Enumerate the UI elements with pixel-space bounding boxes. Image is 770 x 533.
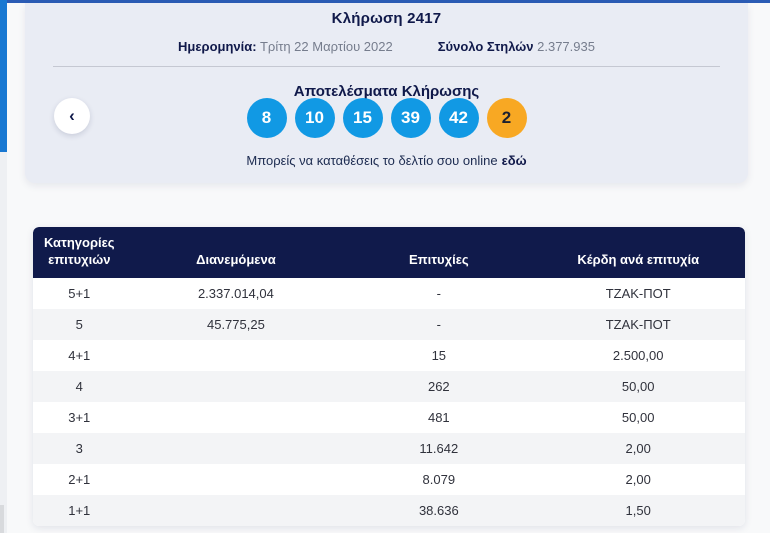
cell-distributed [125, 402, 347, 433]
left-scroll-indicator [0, 505, 4, 533]
cell-winners: 11.642 [346, 433, 532, 464]
header-distributed: Διανεμόμενα [125, 227, 347, 278]
header-prize: Κέρδη ανά επιτυχία [531, 227, 745, 278]
cell-winners: 481 [346, 402, 532, 433]
number-ball: 10 [294, 98, 335, 138]
cell-distributed [125, 433, 347, 464]
table-row: 5+1 2.337.014,04 - ΤΖΑΚ-ΠΟΤ [33, 278, 745, 309]
cell-prize: 50,00 [531, 402, 745, 433]
cell-prize: ΤΖΑΚ-ΠΟΤ [531, 278, 745, 309]
cell-winners: - [346, 278, 532, 309]
header-winners: Επιτυχίες [346, 227, 532, 278]
table-row: 2+1 8.079 2,00 [33, 464, 745, 495]
cell-winners: 38.636 [346, 495, 532, 526]
cell-distributed [125, 371, 347, 402]
draw-date-value: Τρίτη 22 Μαρτίου 2022 [259, 39, 393, 54]
total-columns-label: Σύνολο Στηλών [437, 39, 534, 54]
cell-distributed [125, 464, 347, 495]
cell-prize: 2,00 [531, 433, 745, 464]
cell-category: 5 [33, 309, 126, 340]
cell-category: 1+1 [33, 495, 126, 526]
total-columns-value: 2.377.935 [537, 39, 595, 54]
table-row: 1+1 38.636 1,50 [33, 495, 745, 526]
results-title: Αποτελέσματα Κλήρωσης [293, 83, 480, 100]
top-accent-line [0, 0, 770, 3]
cell-winners: 262 [346, 371, 532, 402]
draw-date-label: Ημερομηνία: [178, 39, 257, 54]
cell-prize: ΤΖΑΚ-ΠΟΤ [531, 309, 745, 340]
table-row: 5 45.775,25 - ΤΖΑΚ-ΠΟΤ [33, 309, 745, 340]
cell-category: 4+1 [33, 340, 126, 371]
previous-draw-button[interactable]: ‹ [54, 98, 90, 134]
number-ball: 15 [342, 98, 383, 138]
cell-category: 2+1 [33, 464, 126, 495]
cell-winners: - [346, 309, 532, 340]
draw-title: Κλήρωση 2417 [331, 10, 442, 27]
cell-distributed: 2.337.014,04 [125, 278, 347, 309]
deposit-message: Μπορείς να καταθέσεις το δελτίο σου onli… [25, 153, 748, 168]
draw-date: Ημερομηνία: Τρίτη 22 Μαρτίου 2022 [178, 39, 393, 54]
table-row: 4+1 15 2.500,00 [33, 340, 745, 371]
number-ball: 8 [246, 98, 287, 138]
winning-numbers: 8 10 15 39 42 2 [25, 98, 748, 138]
prize-table-header: Κατηγορίες επιτυχιών Διανεμόμενα Επιτυχί… [33, 227, 745, 278]
draw-summary-card: Κλήρωση 2417 Ημερομηνία: Τρίτη 22 Μαρτίο… [25, 3, 748, 183]
chevron-left-icon: ‹ [69, 106, 75, 125]
draw-meta: Ημερομηνία: Τρίτη 22 Μαρτίου 2022 Σύνολο… [25, 39, 748, 54]
cell-category: 3+1 [33, 402, 126, 433]
left-accent-strip [0, 0, 7, 152]
bonus-number-ball: 2 [486, 98, 527, 138]
deposit-text: Μπορείς να καταθέσεις το δελτίο σου onli… [246, 153, 498, 168]
cell-winners: 8.079 [346, 464, 532, 495]
cell-distributed [125, 340, 347, 371]
cell-distributed: 45.775,25 [125, 309, 347, 340]
cell-category: 4 [33, 371, 126, 402]
cell-prize: 50,00 [531, 371, 745, 402]
number-ball: 39 [390, 98, 431, 138]
cell-distributed [125, 495, 347, 526]
table-row: 3 11.642 2,00 [33, 433, 745, 464]
table-row: 3+1 481 50,00 [33, 402, 745, 433]
prize-tiers-table: Κατηγορίες επιτυχιών Διανεμόμενα Επιτυχί… [33, 227, 745, 526]
cell-prize: 1,50 [531, 495, 745, 526]
deposit-link[interactable]: εδώ [501, 153, 527, 168]
number-ball: 42 [438, 98, 479, 138]
cell-winners: 15 [346, 340, 532, 371]
left-edge-strip [0, 152, 7, 533]
cell-category: 5+1 [33, 278, 126, 309]
table-row: 4 262 50,00 [33, 371, 745, 402]
divider [53, 66, 720, 67]
cell-category: 3 [33, 433, 126, 464]
cell-prize: 2,00 [531, 464, 745, 495]
total-columns: Σύνολο Στηλών 2.377.935 [438, 39, 595, 54]
header-categories: Κατηγορίες επιτυχιών [33, 227, 126, 278]
cell-prize: 2.500,00 [531, 340, 745, 371]
